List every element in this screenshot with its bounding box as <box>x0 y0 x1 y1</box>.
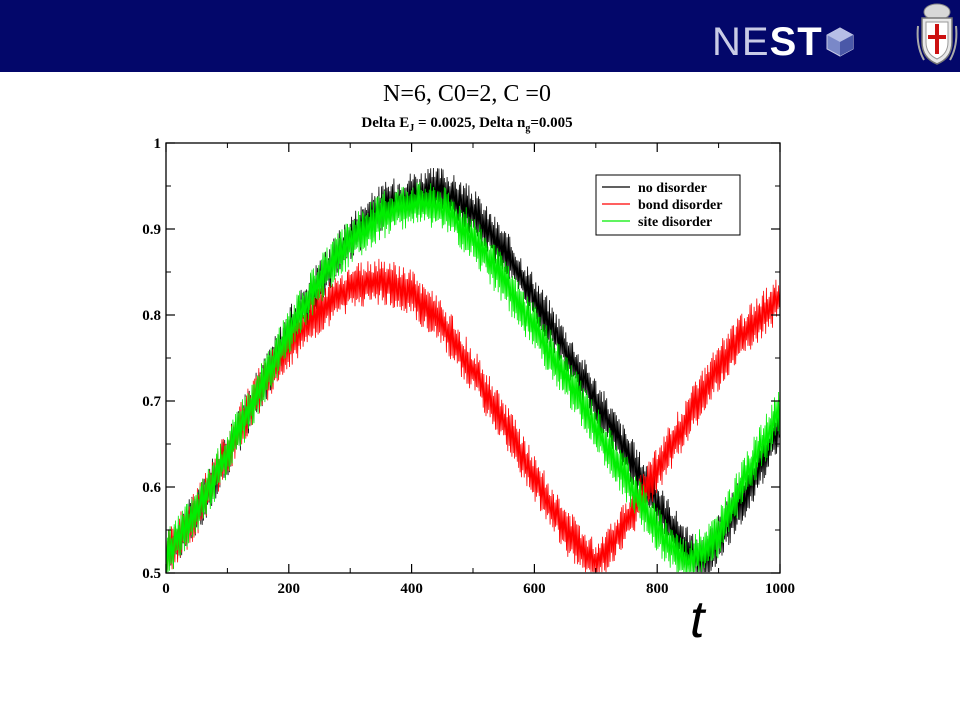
x-tick-label: 600 <box>523 581 546 597</box>
subtitle-part2: = 0.0025, Delta n <box>414 115 526 131</box>
series-line-site-disorder <box>165 181 781 573</box>
subtitle-part1: Delta E <box>361 115 410 131</box>
cube-icon <box>826 27 854 57</box>
subtitle-part3: =0.005 <box>530 115 573 131</box>
university-crest-icon <box>916 3 958 65</box>
legend-label: bond disorder <box>638 198 722 213</box>
x-tick-label: 800 <box>646 581 669 597</box>
y-tick-label: 0.9 <box>142 222 161 238</box>
y-tick-label: 0.8 <box>142 308 161 324</box>
header-banner: NEST <box>0 0 960 72</box>
subtitle-sub2: g <box>525 123 531 134</box>
x-tick-label: 1000 <box>765 581 795 597</box>
y-tick-label: 0.5 <box>142 566 161 582</box>
x-axis-label: t <box>690 591 705 649</box>
x-tick-label: 200 <box>278 581 301 597</box>
y-tick-label: 1 <box>154 136 162 152</box>
nest-logo: NEST <box>712 20 855 64</box>
legend-label: no disorder <box>638 181 707 196</box>
chart-subtitle: Delta EJ = 0.0025, Delta ng=0.005 <box>0 114 934 138</box>
y-tick-label: 0.6 <box>142 480 161 496</box>
subtitle-sub1: J <box>409 123 415 134</box>
legend-label: site disorder <box>638 215 712 230</box>
chart-title: N=6, C0=2, C =0 <box>383 81 551 107</box>
logo-text-bold: ST <box>769 20 823 64</box>
logo-text: NEST <box>712 20 823 64</box>
x-tick-label: 400 <box>400 581 423 597</box>
y-tick-label: 0.7 <box>142 394 161 410</box>
logo-text-thin: NE <box>712 20 770 64</box>
legend-box <box>595 174 741 236</box>
x-tick-label: 0 <box>162 581 170 597</box>
